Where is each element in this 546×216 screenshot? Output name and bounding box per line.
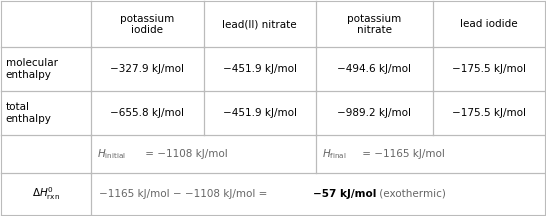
Text: −989.2 kJ/mol: −989.2 kJ/mol [337, 108, 411, 118]
Text: potassium
iodide: potassium iodide [120, 14, 174, 35]
Text: = −1165 kJ/mol: = −1165 kJ/mol [359, 149, 445, 159]
Text: (exothermic): (exothermic) [376, 189, 446, 199]
Text: potassium
nitrate: potassium nitrate [347, 14, 401, 35]
Text: $H_{\rm final}$: $H_{\rm final}$ [322, 147, 347, 161]
Text: $\Delta H^0_{\rm rxn}$: $\Delta H^0_{\rm rxn}$ [32, 185, 60, 202]
Text: = −1108 kJ/mol: = −1108 kJ/mol [141, 149, 228, 159]
Text: −1165 kJ/mol − −1108 kJ/mol =: −1165 kJ/mol − −1108 kJ/mol = [99, 189, 270, 199]
Text: −655.8 kJ/mol: −655.8 kJ/mol [110, 108, 185, 118]
Text: −175.5 kJ/mol: −175.5 kJ/mol [452, 64, 526, 74]
Text: total
enthalpy: total enthalpy [6, 102, 52, 124]
Text: −327.9 kJ/mol: −327.9 kJ/mol [110, 64, 185, 74]
Text: $H_{\rm initial}$: $H_{\rm initial}$ [97, 147, 126, 161]
Text: lead iodide: lead iodide [460, 19, 518, 29]
Text: −494.6 kJ/mol: −494.6 kJ/mol [337, 64, 411, 74]
Text: molecular
enthalpy: molecular enthalpy [6, 58, 58, 80]
Text: −57 kJ/mol: −57 kJ/mol [313, 189, 377, 199]
Text: −175.5 kJ/mol: −175.5 kJ/mol [452, 108, 526, 118]
Text: lead(II) nitrate: lead(II) nitrate [222, 19, 297, 29]
Text: −451.9 kJ/mol: −451.9 kJ/mol [223, 108, 296, 118]
Text: −451.9 kJ/mol: −451.9 kJ/mol [223, 64, 296, 74]
